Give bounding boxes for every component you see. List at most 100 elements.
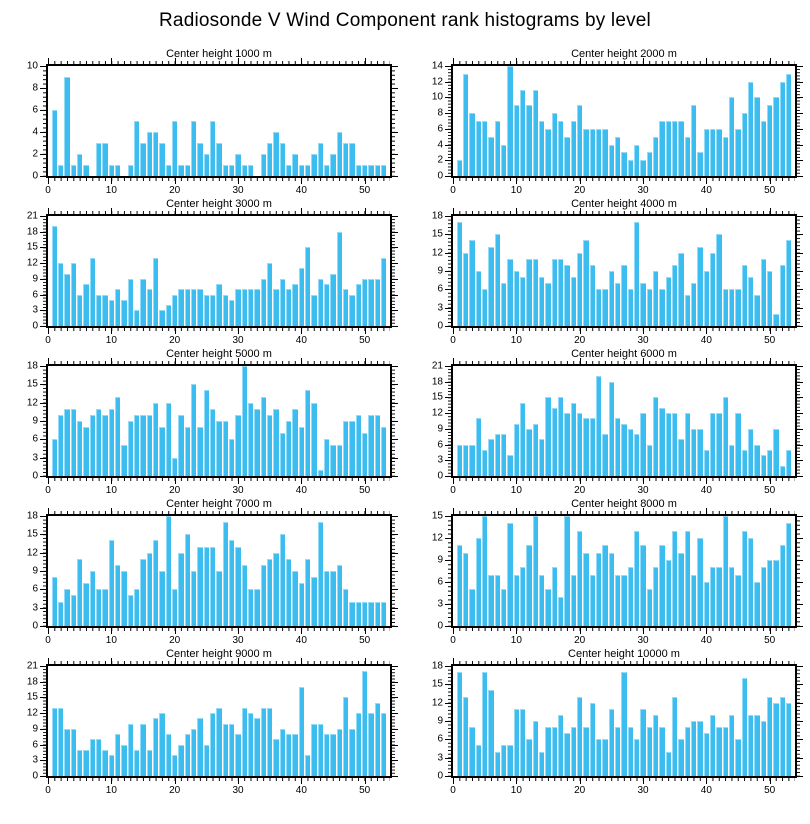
y-major-tick-right [797,428,803,430]
x-minor-ticks [453,661,795,664]
x-tick-label: 30 [637,635,649,646]
histogram-bar [273,289,279,326]
y-major-tick [40,294,46,296]
y-major-tick-right [392,384,398,386]
x-minor-ticks [453,628,795,631]
y-major-tick [40,728,46,730]
x-major-tick-top [238,358,239,364]
y-major-tick-right [797,216,803,217]
y-major-tick [40,66,46,67]
histogram-bar [482,672,488,776]
histogram-bar [153,402,159,476]
y-major-tick [40,713,46,715]
y-major-tick [445,397,451,399]
x-tick-label: 50 [359,635,371,646]
histogram-bar [596,739,602,776]
x-major-tick-top [516,658,518,664]
y-tick-label: 12 [26,707,38,719]
histogram-bar [153,257,159,326]
y-major-tick [40,132,46,133]
histogram-bar [779,81,785,176]
histogram-bar [165,402,171,476]
histogram-bar [70,728,76,776]
y-major-tick-right [797,721,803,722]
histogram-bar [577,105,583,176]
histogram-bar [710,567,716,626]
histogram-bar [298,165,304,176]
histogram-bar [545,283,551,326]
histogram-bar [77,294,83,326]
x-tick-label: 30 [637,185,649,196]
x-major-tick-top [579,208,581,214]
histogram-bar [494,434,500,476]
y-major-tick-right [392,697,398,699]
histogram-bar [70,165,76,176]
x-major-tick-top [111,358,113,364]
x-minor-ticks [453,511,795,514]
y-tick-label: 18 [431,660,443,672]
histogram-bar [381,257,387,326]
histogram-bar [558,596,564,626]
x-tick-label: 40 [700,335,712,346]
histogram-bar [456,222,462,326]
x-major-tick-top [174,508,176,514]
y-tick-label: 14 [431,60,443,72]
y-minor-ticks [392,66,395,176]
histogram-bar [773,560,779,626]
histogram-bar [317,522,323,626]
y-major-tick-right [797,702,803,704]
histogram-bar [627,727,633,776]
x-major-tick-top [111,208,113,214]
x-major-tick [174,328,176,334]
x-minor-ticks [453,178,795,181]
histogram-bar [691,428,697,476]
histogram-bar [615,283,621,326]
histogram-bar [653,714,659,776]
histogram-bar [722,136,728,176]
x-major-tick [301,178,303,184]
subplot-title: Center height 8000 m [571,498,677,510]
x-tick-label: 20 [169,185,181,196]
histogram-bar [608,552,614,626]
subplot: Center height 3000 m 0 10 20 30 40 50 0 3 6 9 12 15 1… [0,198,405,348]
y-major-tick [40,384,46,386]
y-major-tick-right [392,310,398,312]
histogram-bar [159,571,165,626]
histogram-bar [779,545,785,626]
histogram-bar [634,222,640,326]
y-tick-label: 6 [437,283,443,295]
histogram-bar [235,414,241,476]
y-major-tick [40,421,46,422]
histogram-bar [640,160,646,176]
y-tick-label: 0 [437,770,443,782]
x-major-tick [301,628,303,634]
x-major-tick [516,778,518,784]
histogram-bar [659,289,665,326]
x-tick-label: 50 [359,785,371,796]
x-major-tick-top [238,208,239,214]
y-major-tick [40,516,46,517]
histogram-bar [115,564,121,626]
histogram-bar [286,289,292,326]
y-major-tick [445,66,451,67]
y-major-tick [445,739,451,741]
histogram-bar [703,271,709,326]
histogram-bar [583,727,589,776]
histogram-bar [507,523,513,626]
x-major-tick-top [174,658,176,664]
x-tick-label: 30 [232,785,244,796]
histogram-bar [134,414,140,476]
x-tick-label: 20 [574,635,586,646]
x-major-tick [364,778,366,784]
x-major-tick [174,778,176,784]
y-major-tick-right [797,234,803,236]
histogram-bar [134,121,140,176]
histogram-bar [229,723,235,776]
histogram-bar [330,734,336,776]
y-major-tick-right [392,681,398,683]
x-major-tick [769,478,771,484]
x-major-tick [579,778,581,784]
histogram-bar [659,545,665,626]
y-tick-label: 8 [32,82,38,94]
histogram-bar [456,545,462,626]
